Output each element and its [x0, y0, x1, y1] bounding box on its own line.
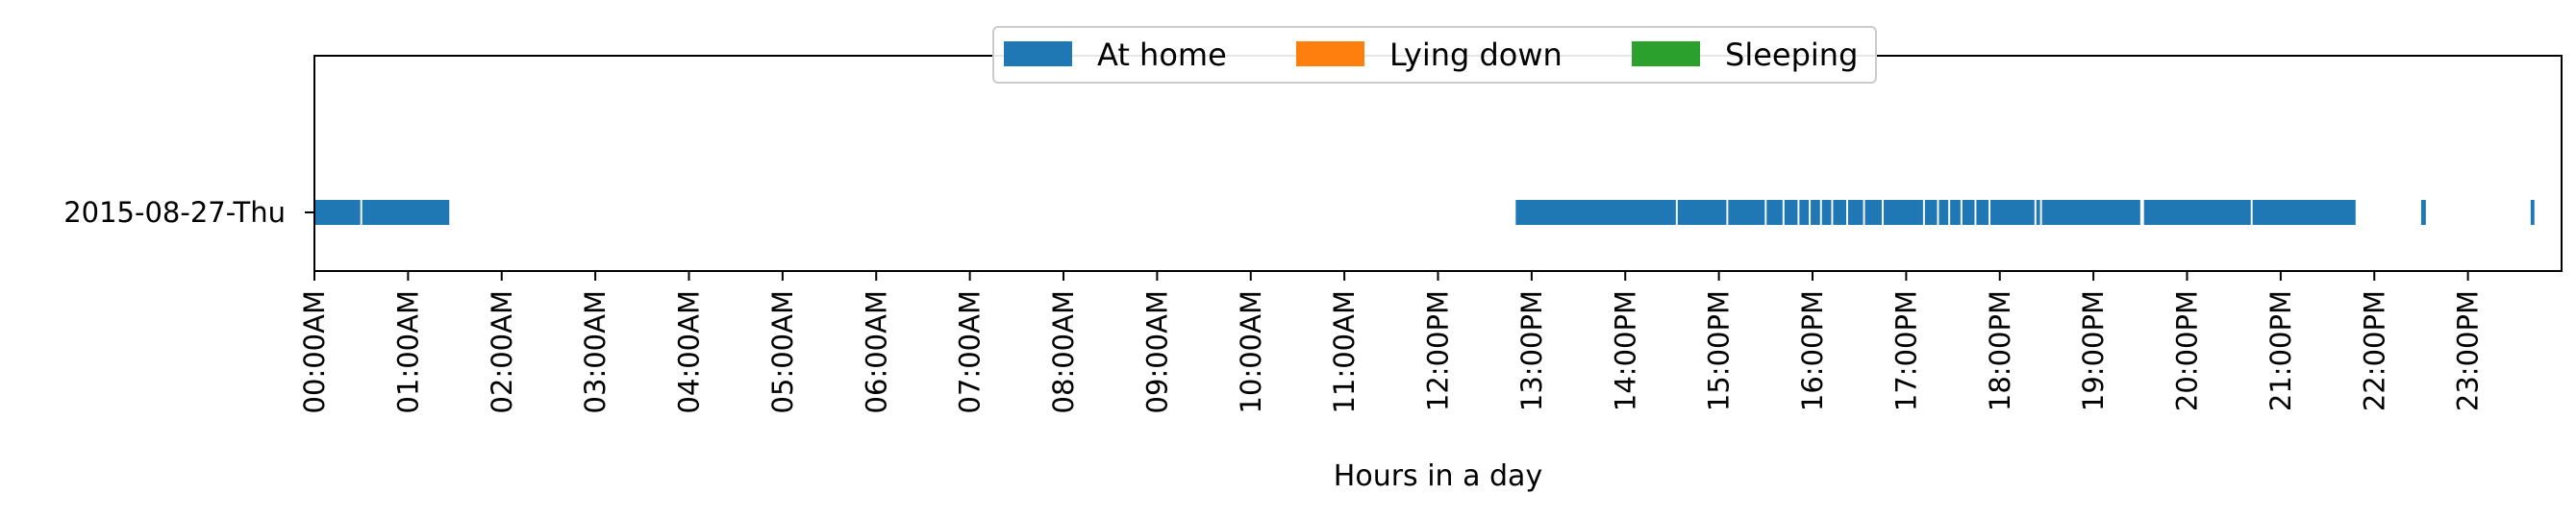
bar-segment: [1811, 200, 1820, 225]
bar-segment: [2041, 200, 2140, 225]
bar-segment: [1833, 200, 1847, 225]
bar-segment: [2036, 200, 2040, 225]
x-tick-label: 04:00AM: [673, 290, 706, 413]
x-tick-label: 18:00PM: [1984, 290, 2016, 411]
x-tick-label: 12:00PM: [1422, 290, 1455, 411]
bar-segment: [1515, 200, 1676, 225]
x-tick-label: 00:00AM: [298, 290, 331, 413]
x-tick-label: 03:00AM: [579, 290, 612, 413]
x-tick-label: 22:00PM: [2358, 290, 2390, 411]
x-tick-label: 11:00AM: [1328, 290, 1361, 413]
legend-swatch: [1004, 41, 1072, 66]
x-tick-label: 23:00PM: [2452, 290, 2485, 411]
x-tick-label: 10:00AM: [1235, 290, 1267, 413]
y-tick-label: 2015-08-27-Thu: [63, 196, 286, 229]
legend-box: [992, 26, 1877, 84]
bar-segment: [2252, 200, 2356, 225]
bar-segment: [1962, 200, 1975, 225]
x-tick-label: 15:00PM: [1703, 290, 1736, 411]
legend-label: Lying down: [1389, 37, 1563, 73]
bar-segment: [1848, 200, 1863, 225]
legend-swatch: [1296, 41, 1364, 66]
legend-label: At home: [1097, 37, 1227, 73]
x-tick-label: 01:00AM: [391, 290, 424, 413]
x-axis: 00:00AM 01:00AM 02:00AM 03:00AM 04:00AM 05:00…: [298, 271, 2485, 413]
x-tick-label: 17:00PM: [1889, 290, 1922, 411]
bar-segment: [314, 200, 361, 225]
bars-layer: [314, 200, 2535, 225]
legend: At home Lying down Sleeping: [992, 26, 1877, 84]
x-tick-label: 16:00PM: [1796, 290, 1829, 411]
x-tick-label: 05:00AM: [766, 290, 799, 413]
x-tick-label: 07:00AM: [954, 290, 987, 413]
legend-swatch: [1632, 41, 1700, 66]
bar-segment: [1799, 200, 1810, 225]
x-tick-label: 13:00PM: [1515, 290, 1548, 411]
bar-segment: [1864, 200, 1883, 225]
x-tick-label: 19:00PM: [2077, 290, 2110, 411]
x-tick-label: 14:00PM: [1609, 290, 1641, 411]
x-axis-label: Hours in a day: [1334, 459, 1542, 493]
bar-segment: [1924, 200, 1938, 225]
bar-segment: [2420, 200, 2426, 225]
bar-segment: [362, 200, 450, 225]
bar-segment: [1938, 200, 1949, 225]
x-tick-label: 08:00AM: [1047, 290, 1080, 413]
bar-segment: [1990, 200, 2035, 225]
bar-segment: [2530, 200, 2535, 225]
bar-segment: [1884, 200, 1923, 225]
bar-segment: [1976, 200, 1989, 225]
x-tick-label: 06:00AM: [860, 290, 892, 413]
x-tick-label: 09:00AM: [1140, 290, 1173, 413]
bar-segment: [1766, 200, 1783, 225]
x-tick-label: 02:00AM: [486, 290, 518, 413]
bar-segment: [2143, 200, 2251, 225]
y-axis: 2015-08-27-Thu: [63, 196, 314, 229]
bar-segment: [1677, 200, 1727, 225]
x-tick-label: 21:00PM: [2264, 290, 2297, 411]
bar-segment: [1950, 200, 1961, 225]
bar-segment: [1728, 200, 1765, 225]
legend-label: Sleeping: [1725, 37, 1858, 73]
x-tick-label: 20:00PM: [2171, 290, 2204, 411]
bar-segment: [1821, 200, 1832, 225]
bar-segment: [1784, 200, 1798, 225]
